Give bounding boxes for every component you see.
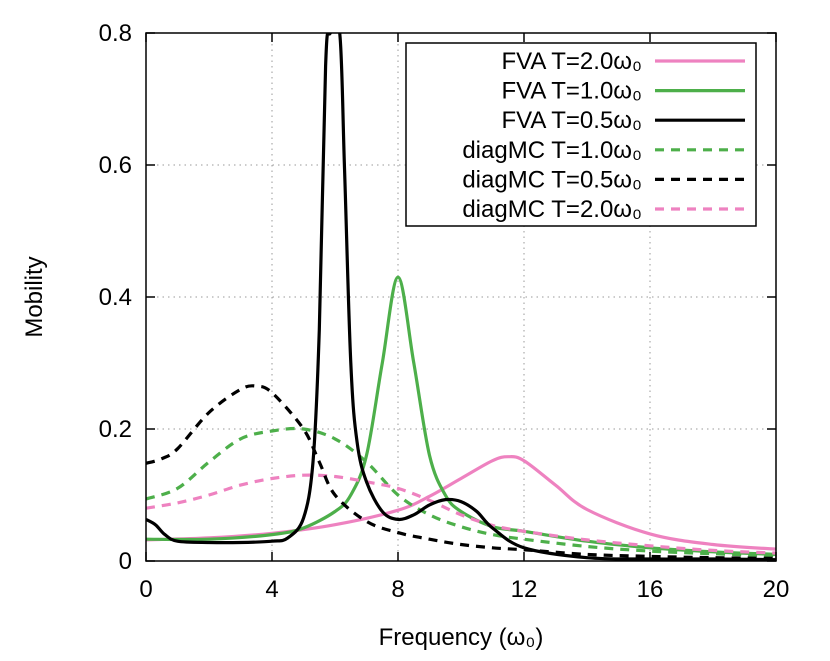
y-tick-label: 0.2 <box>99 416 132 443</box>
series-line-2 <box>146 33 776 561</box>
legend-label: FVA T=2.0ω₀ <box>501 48 642 75</box>
legend-label: diagMC T=1.0ω₀ <box>462 137 642 164</box>
y-tick-label: 0.8 <box>99 20 132 47</box>
legend-label: FVA T=0.5ω₀ <box>501 107 642 134</box>
legend-label: FVA T=1.0ω₀ <box>501 78 642 105</box>
x-tick-label: 4 <box>265 576 278 603</box>
y-tick-label: 0.6 <box>99 152 132 179</box>
series-line-5 <box>146 473 776 555</box>
axis-ticks: 0 4 8 12 16 20 0 0.2 0.4 0.6 0.8 <box>99 20 790 603</box>
x-tick-label: 0 <box>139 576 152 603</box>
x-tick-label: 12 <box>511 576 538 603</box>
series-layer <box>146 33 776 561</box>
series-line-4 <box>146 384 776 560</box>
y-tick-label: 0.4 <box>99 284 132 311</box>
x-tick-label: 16 <box>637 576 664 603</box>
y-axis-label: Mobility <box>21 256 48 337</box>
series-line-3 <box>146 426 776 558</box>
legend-label: diagMC T=2.0ω₀ <box>462 196 642 223</box>
x-tick-label: 8 <box>391 576 404 603</box>
legend-label: diagMC T=0.5ω₀ <box>462 166 642 193</box>
legend-box <box>405 42 757 227</box>
y-tick-label: 0 <box>119 548 132 575</box>
x-tick-label: 20 <box>763 576 790 603</box>
x-axis-label: Frequency (ω₀) <box>379 624 544 651</box>
